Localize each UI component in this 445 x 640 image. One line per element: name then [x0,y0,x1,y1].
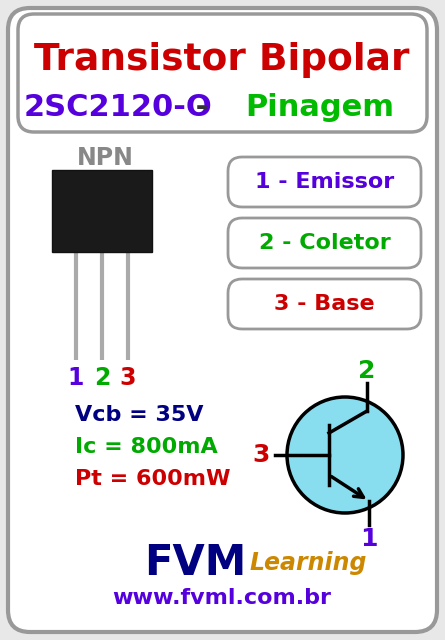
Text: Vcb = 35V: Vcb = 35V [75,405,203,425]
Text: 1: 1 [360,527,378,551]
Text: Learning: Learning [249,551,367,575]
Text: 2: 2 [358,359,376,383]
FancyBboxPatch shape [8,8,437,632]
Text: Ic = 800mA: Ic = 800mA [75,437,218,457]
Text: Pinagem: Pinagem [246,93,395,122]
Text: 1: 1 [68,366,84,390]
Text: 3: 3 [252,443,270,467]
Text: NPN: NPN [77,146,134,170]
FancyBboxPatch shape [228,218,421,268]
Text: www.fvml.com.br: www.fvml.com.br [113,588,332,608]
FancyBboxPatch shape [18,14,427,132]
Text: 3 - Base: 3 - Base [274,294,375,314]
Text: 2: 2 [94,366,110,390]
Text: 1 - Emissor: 1 - Emissor [255,172,394,192]
FancyBboxPatch shape [228,157,421,207]
Text: Pt = 600mW: Pt = 600mW [75,469,231,489]
Text: 2 - Coletor: 2 - Coletor [259,233,390,253]
Text: 3: 3 [120,366,136,390]
Text: FVM: FVM [144,542,246,584]
Bar [52,170,152,252]
Text: -: - [185,93,219,122]
Text: 2SC2120-O: 2SC2120-O [24,93,212,122]
Text: Transistor Bipolar: Transistor Bipolar [34,42,410,78]
Circle shape [287,397,403,513]
FancyBboxPatch shape [228,279,421,329]
